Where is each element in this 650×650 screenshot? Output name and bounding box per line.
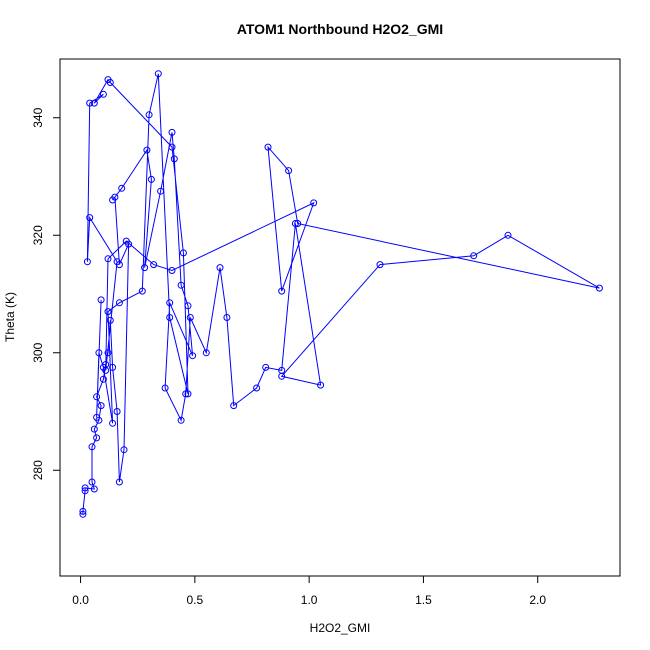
- data-point: [97, 296, 105, 304]
- data-point: [115, 478, 123, 486]
- data-point: [109, 419, 117, 427]
- y-tick-label: 320: [31, 225, 45, 245]
- x-tick-label: 0.0: [72, 593, 89, 607]
- y-tick-label: 300: [31, 342, 45, 362]
- data-point: [81, 487, 89, 495]
- data-point: [104, 255, 112, 263]
- data-point: [170, 155, 178, 163]
- data-point: [168, 128, 176, 136]
- x-tick-label: 1.0: [301, 593, 318, 607]
- data-point: [264, 143, 272, 151]
- data-point: [138, 287, 146, 295]
- data-point: [113, 408, 121, 415]
- data-point: [376, 261, 384, 269]
- x-axis-label: H2O2_GMI: [310, 621, 371, 635]
- data-point: [99, 90, 107, 98]
- y-axis: 280 300 320 340: [31, 107, 60, 480]
- data-point: [177, 281, 185, 289]
- data-point: [216, 264, 224, 272]
- x-tick-label: 0.5: [187, 593, 204, 607]
- data-point: [93, 393, 101, 401]
- data-point: [106, 316, 114, 324]
- data-point: [182, 390, 190, 398]
- data-point: [168, 143, 176, 151]
- data-point: [504, 231, 512, 239]
- data-point: [90, 99, 98, 107]
- data-point: [90, 425, 98, 433]
- series-points-group: [79, 70, 603, 518]
- data-point: [179, 249, 187, 257]
- data-point: [189, 352, 197, 360]
- data-point: [143, 146, 151, 154]
- data-point: [106, 79, 114, 86]
- data-point: [285, 167, 293, 175]
- x-tick-label: 2.0: [529, 593, 546, 607]
- data-point: [113, 258, 121, 266]
- data-point: [83, 258, 91, 266]
- data-point: [262, 363, 270, 371]
- data-point: [88, 478, 96, 486]
- data-point: [86, 214, 94, 222]
- data-point: [230, 402, 238, 410]
- data-point: [122, 237, 130, 245]
- data-point: [470, 252, 478, 260]
- data-point: [186, 314, 194, 321]
- data-point: [177, 416, 185, 424]
- data-point: [93, 413, 101, 421]
- data-point: [81, 484, 89, 492]
- data-point: [109, 363, 117, 371]
- data-point: [154, 70, 162, 78]
- data-point: [166, 299, 174, 307]
- data-point: [278, 287, 286, 295]
- data-point: [93, 434, 101, 442]
- data-point: [104, 349, 112, 357]
- data-point: [120, 446, 128, 454]
- data-point: [291, 220, 299, 227]
- data-point: [223, 314, 231, 321]
- chart-title: ATOM1 Northbound H2O2_GMI: [237, 21, 443, 37]
- data-point: [141, 264, 149, 272]
- data-point: [118, 184, 126, 192]
- data-point: [109, 196, 117, 204]
- data-point: [161, 384, 169, 392]
- data-point: [157, 187, 165, 195]
- data-point: [294, 220, 302, 227]
- data-point: [86, 99, 94, 107]
- series-line-group: [82, 73, 600, 515]
- y-tick-label: 280: [31, 460, 45, 480]
- plot-frame: [59, 58, 621, 577]
- data-point: [202, 349, 210, 357]
- data-point: [99, 375, 107, 383]
- data-point: [253, 384, 261, 392]
- data-point: [317, 381, 325, 389]
- data-point: [278, 372, 286, 380]
- data-point: [90, 485, 98, 493]
- series-line: [82, 73, 600, 515]
- data-point: [147, 175, 155, 183]
- data-point: [166, 314, 174, 321]
- data-point: [184, 390, 192, 398]
- data-point: [168, 267, 176, 274]
- data-point: [99, 363, 107, 371]
- data-point: [79, 510, 87, 518]
- data-point: [97, 402, 105, 410]
- x-axis: 0.0 0.5 1.0 1.5 2.0: [72, 576, 546, 607]
- data-point: [150, 261, 158, 269]
- data-point: [145, 111, 153, 119]
- data-point: [88, 443, 96, 451]
- data-point: [595, 284, 603, 292]
- x-tick-label: 1.5: [415, 593, 432, 607]
- data-point: [184, 302, 192, 310]
- y-tick-label: 340: [31, 107, 45, 127]
- data-point: [79, 507, 87, 515]
- data-point: [95, 349, 103, 357]
- y-axis-label: Theta (K): [3, 292, 17, 342]
- data-point: [104, 308, 112, 316]
- data-point: [115, 299, 123, 307]
- data-point: [310, 199, 318, 207]
